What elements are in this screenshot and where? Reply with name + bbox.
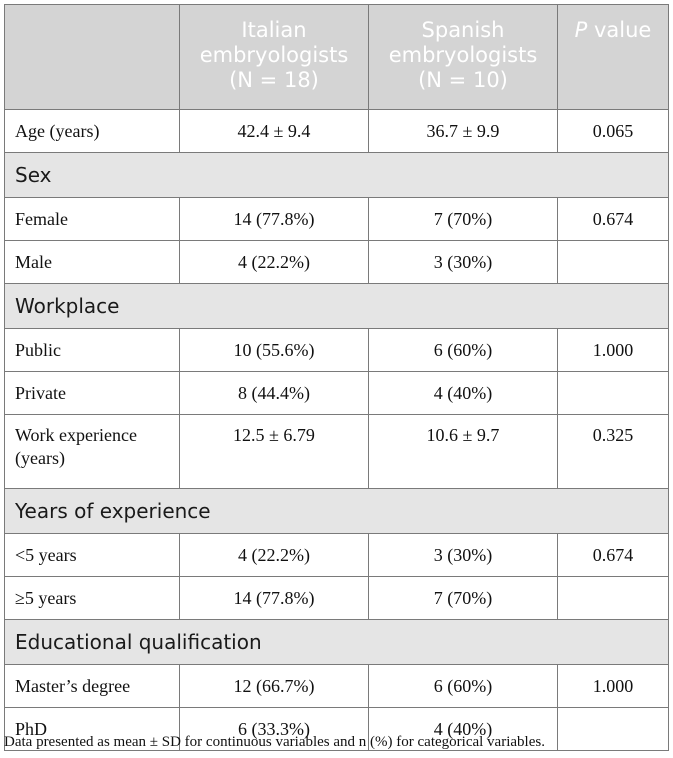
table-row: Public 10 (55.6%) 6 (60%) 1.000 — [4, 328, 669, 372]
table-row: ≥5 years 14 (77.8%) 7 (70%) — [4, 576, 669, 620]
table-footnote: Data presented as mean ± SD for continuo… — [4, 734, 545, 750]
table-row: <5 years 4 (22.2%) 3 (30%) 0.674 — [4, 533, 669, 577]
p-value — [557, 707, 669, 751]
spanish-value: 6 (60%) — [368, 328, 558, 372]
row-label: Public — [4, 328, 180, 372]
section-label: Workplace — [4, 283, 669, 329]
table-row: PhD 6 (33.3%) 4 (40%) — [4, 707, 669, 751]
header-row: Italian embryologists (N = 18) Spanish e… — [4, 4, 669, 110]
header-p-rest: value — [587, 18, 652, 42]
table-row: Master’s degree 12 (66.7%) 6 (60%) 1.000 — [4, 664, 669, 708]
p-value — [557, 371, 669, 415]
p-value: 1.000 — [557, 328, 669, 372]
italian-value: 4 (22.2%) — [179, 240, 369, 284]
p-value — [557, 240, 669, 284]
row-label: Female — [4, 197, 180, 241]
row-label: <5 years — [4, 533, 180, 577]
spanish-value: 36.7 ± 9.9 — [368, 109, 558, 153]
header-p-value: P value — [557, 4, 669, 110]
italian-value: 4 (22.2%) — [179, 533, 369, 577]
table-row: Female 14 (77.8%) 7 (70%) 0.674 — [4, 197, 669, 241]
row-label: Master’s degree — [4, 664, 180, 708]
section-label: Years of experience — [4, 488, 669, 534]
italian-value: 14 (77.8%) — [179, 576, 369, 620]
demographics-table: Italian embryologists (N = 18) Spanish e… — [4, 4, 669, 751]
header-italian-n: (N = 18) — [229, 68, 319, 92]
header-p-letter: P — [574, 18, 588, 42]
row-label: Private — [4, 371, 180, 415]
italian-value: 42.4 ± 9.4 — [179, 109, 369, 153]
p-value: 0.065 — [557, 109, 669, 153]
italian-value: 10 (55.6%) — [179, 328, 369, 372]
italian-value: 12.5 ± 6.79 — [179, 414, 369, 489]
table-container: Italian embryologists (N = 18) Spanish e… — [4, 4, 669, 751]
row-label: Age (years) — [4, 109, 180, 153]
italian-value: 6 (33.3%) — [179, 707, 369, 751]
header-italian-line1: Italian — [241, 18, 307, 42]
table-row: Private 8 (44.4%) 4 (40%) — [4, 371, 669, 415]
header-italian: Italian embryologists (N = 18) — [179, 4, 369, 110]
header-empty-cell — [4, 4, 180, 110]
row-label: Male — [4, 240, 180, 284]
header-italian-line2: embryologists — [199, 43, 349, 67]
header-spanish-line2: embryologists — [388, 43, 538, 67]
section-label: Sex — [4, 152, 669, 198]
p-value: 0.674 — [557, 533, 669, 577]
italian-value: 14 (77.8%) — [179, 197, 369, 241]
italian-value: 8 (44.4%) — [179, 371, 369, 415]
row-label: PhD — [4, 707, 180, 751]
row-label: Work experience (years) — [4, 414, 180, 489]
spanish-value: 7 (70%) — [368, 576, 558, 620]
header-spanish-n: (N = 10) — [418, 68, 508, 92]
row-label-line1: Work experience — [15, 425, 137, 445]
spanish-value: 4 (40%) — [368, 371, 558, 415]
section-row: Workplace — [4, 283, 669, 329]
italian-value: 12 (66.7%) — [179, 664, 369, 708]
p-value: 0.325 — [557, 414, 669, 489]
header-spanish-line1: Spanish — [421, 18, 505, 42]
p-value: 1.000 — [557, 664, 669, 708]
spanish-value: 10.6 ± 9.7 — [368, 414, 558, 489]
spanish-value: 3 (30%) — [368, 240, 558, 284]
section-row: Years of experience — [4, 488, 669, 534]
section-row: Sex — [4, 152, 669, 198]
spanish-value: 6 (60%) — [368, 664, 558, 708]
p-value — [557, 576, 669, 620]
spanish-value: 7 (70%) — [368, 197, 558, 241]
row-label-line2: (years) — [15, 448, 65, 468]
section-label: Educational qualification — [4, 619, 669, 665]
p-value: 0.674 — [557, 197, 669, 241]
row-label: ≥5 years — [4, 576, 180, 620]
header-spanish: Spanish embryologists (N = 10) — [368, 4, 558, 110]
table-row: Male 4 (22.2%) 3 (30%) — [4, 240, 669, 284]
table-row: Work experience (years) 12.5 ± 6.79 10.6… — [4, 414, 669, 489]
table-row: Age (years) 42.4 ± 9.4 36.7 ± 9.9 0.065 — [4, 109, 669, 153]
spanish-value: 3 (30%) — [368, 533, 558, 577]
section-row: Educational qualification — [4, 619, 669, 665]
